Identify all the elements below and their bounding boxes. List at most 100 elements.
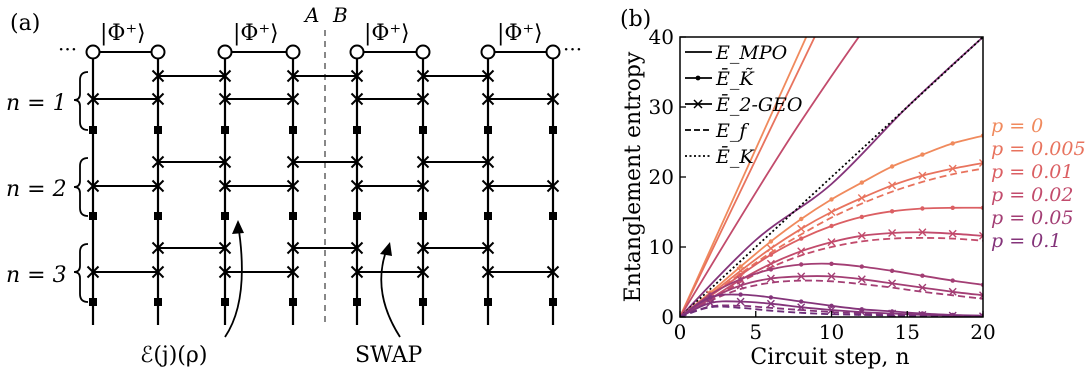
series-point	[918, 228, 927, 237]
noise-channel-square	[289, 126, 297, 134]
series-point	[888, 279, 897, 288]
bell-pair-ket-2: |Φ⁺⟩	[233, 21, 279, 46]
swap-x-mark	[350, 241, 364, 255]
legend-label-4: Ē_K	[715, 145, 755, 168]
series-point	[708, 295, 713, 300]
series-line-0	[680, 37, 808, 317]
series-point	[766, 299, 775, 308]
y-tick-label: 10	[649, 235, 674, 259]
swap-arrowhead	[380, 242, 392, 256]
series-point	[768, 239, 774, 244]
y-tick-label: 20	[649, 165, 674, 189]
legend-marker	[693, 99, 703, 109]
series-point	[799, 299, 804, 304]
series-point	[799, 262, 804, 267]
bell-pair-ket-1: |Φ⁺⟩	[100, 21, 146, 46]
region-b-label: B	[332, 3, 348, 27]
series-point	[920, 273, 925, 278]
p-label-0: p = 0	[991, 115, 1043, 137]
noise-channel-square	[89, 126, 97, 134]
row-label-n3: n = 3	[6, 263, 67, 288]
swap-x-mark	[546, 265, 560, 279]
panel-b-label: (b)	[620, 7, 651, 32]
swap-x-mark	[350, 69, 364, 83]
series-point	[736, 297, 745, 306]
swap-x-mark	[481, 265, 495, 279]
region-a-label: A	[303, 3, 319, 27]
noise-channel-square	[419, 298, 427, 306]
series-line-4	[680, 37, 983, 317]
bell-pair-ket-3: |Φ⁺⟩	[364, 21, 410, 46]
swap-x-mark	[151, 155, 165, 169]
swap-x-mark	[286, 241, 300, 255]
channel-annotation: ℰ(j)(ρ)	[140, 343, 207, 368]
series-point	[766, 274, 775, 283]
series-point	[797, 224, 806, 233]
series-point	[797, 247, 806, 256]
series-line-1	[680, 37, 816, 317]
series-point	[950, 205, 955, 210]
series-point	[948, 229, 957, 238]
swap-x-mark	[481, 155, 495, 169]
x-tick-label: 20	[970, 320, 995, 344]
series-point	[738, 277, 743, 282]
qubit-init-circle	[349, 44, 365, 60]
swap-x-mark	[86, 179, 100, 193]
legend: E_MPO Ē_K̃ Ē_2-GEO E_f Ē_K	[685, 42, 803, 168]
noise-channel-square	[154, 212, 162, 220]
noise-channel-square	[353, 126, 361, 134]
series-line-10	[680, 236, 983, 317]
legend-label-1: Ē_K̃	[715, 67, 755, 90]
y-tick-label: 0	[661, 305, 674, 329]
ellipsis-left: ···	[58, 37, 77, 61]
axes-layer: 0 5 10 15 20 0 10 20 30 40	[649, 25, 996, 344]
swap-x-mark	[218, 92, 232, 106]
swap-x-mark	[218, 265, 232, 279]
qubit-init-circle	[217, 44, 233, 60]
qubit-init-circle	[480, 44, 496, 60]
bell-pair-ket-4: |Φ⁺⟩	[497, 21, 543, 46]
series-line-2	[680, 37, 860, 317]
noise-channel-square	[154, 298, 162, 306]
series-point	[859, 214, 864, 220]
noise-channel-square	[89, 212, 97, 220]
p-label-3: p = 0.02	[991, 184, 1073, 206]
panel-a-label: (a)	[10, 11, 40, 36]
noise-channel-square	[549, 298, 557, 306]
legend-label-3: E_f	[715, 120, 749, 142]
series-point	[889, 209, 895, 214]
swap-x-mark	[350, 265, 364, 279]
qubit-init-circle	[85, 44, 101, 60]
legend-label-2: Ē_2-GEO	[715, 93, 803, 116]
channel-arrow	[224, 223, 243, 338]
swap-x-mark	[481, 92, 495, 106]
swap-x-mark	[286, 69, 300, 83]
row-label-n1: n = 1	[6, 91, 67, 116]
noise-channel-square	[221, 298, 229, 306]
series-point	[766, 259, 775, 268]
qubit-init-circle	[285, 44, 301, 60]
swap-x-mark	[151, 69, 165, 83]
p-label-4: p = 0.05	[991, 207, 1073, 229]
series-point	[950, 141, 955, 146]
swap-x-mark	[86, 265, 100, 279]
noise-channel-square	[89, 298, 97, 306]
noise-channel-square	[484, 298, 492, 306]
x-axis-label: Circuit step, n	[750, 345, 909, 370]
series-point	[799, 236, 804, 241]
row-label-n2: n = 2	[6, 177, 67, 202]
series-point	[680, 313, 684, 317]
swap-x-mark	[416, 69, 430, 83]
series-point	[979, 312, 983, 317]
series-line-3	[680, 37, 983, 317]
x-tick-label: 10	[819, 320, 844, 344]
series-point	[889, 164, 895, 169]
x-tick-label: 5	[749, 320, 762, 344]
swap-x-mark	[286, 92, 300, 106]
swap-x-mark	[350, 155, 364, 169]
swap-x-mark	[151, 265, 165, 279]
swap-x-mark	[481, 179, 495, 193]
series-point	[859, 264, 864, 269]
series-point	[827, 272, 836, 281]
